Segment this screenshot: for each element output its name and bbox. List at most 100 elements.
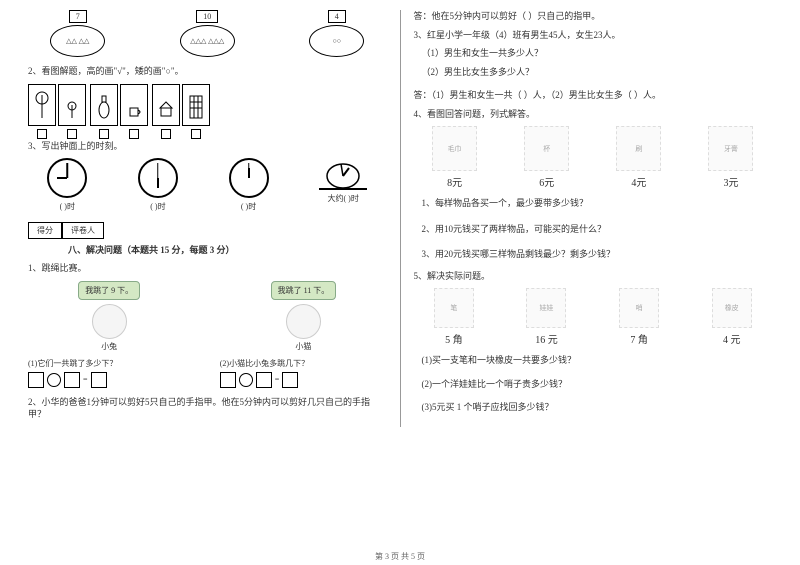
check-box[interactable] (129, 129, 139, 139)
eq1-label: (1)它们一共跳了多少下？ (28, 358, 195, 369)
score-cell: 得分 (28, 222, 62, 239)
clock-label: ( )时 (150, 202, 165, 211)
jump-scene: 我跳了 9 下。 小兔 我跳了 11 下。 小猫 (28, 281, 387, 352)
oval: △△ △△ (50, 25, 105, 57)
score-table: 得分 评卷人 (28, 222, 387, 239)
shape-group: 10 △△△ △△△ (180, 10, 235, 57)
good-whistle: 哨 7 角 (619, 288, 659, 346)
num-box: 10 (196, 10, 218, 23)
rabbit-char: 我跳了 9 下。 小兔 (78, 281, 140, 352)
q3-text: 3、红星小学一年级（4）班有男生45人，女生23人。 (414, 29, 773, 42)
q3-1: （1）男生和女生一共多少人？ (422, 47, 773, 61)
section-title: 八、解决问题（本题共 15 分，每题 3 分） (68, 243, 387, 256)
toothpaste-icon: 牙膏 (708, 126, 753, 171)
shape-group: 7 △△ △△ (50, 10, 105, 57)
item-house (152, 84, 180, 126)
eq-box[interactable] (28, 372, 44, 388)
page-footer: 第 3 页 共 5 页 (0, 551, 800, 562)
check-box[interactable] (37, 129, 47, 139)
toothbrush-icon: 刷 (616, 126, 661, 171)
check-box[interactable] (161, 129, 171, 139)
item-tree (28, 84, 56, 126)
check-box[interactable] (67, 129, 77, 139)
rabbit-bubble: 我跳了 9 下。 (78, 281, 140, 300)
price: 8元 (447, 178, 462, 189)
answer-line: 答：他在5分钟内可以剪好（ ）只自己的指甲。 (414, 10, 773, 23)
equation-row: (1)它们一共跳了多少下？ = (2)小猫比小兔多跳几下？ = (28, 358, 387, 388)
rabbit-icon (92, 304, 127, 339)
cat-bubble: 我跳了 11 下。 (271, 281, 337, 300)
eq2-label: (2)小猫比小兔多跳几下？ (220, 358, 387, 369)
eq-box[interactable] (220, 372, 236, 388)
q3-text: 3、写出钟面上的时刻。 (28, 140, 387, 153)
cat-icon (286, 304, 321, 339)
equation: = (28, 372, 195, 388)
price: 4元 (631, 178, 646, 189)
cat-name: 小猫 (295, 342, 311, 351)
clocks-row: ( )时 ( )时 ( )时 大约( )时 (28, 158, 387, 212)
clock-label: 大约( )时 (328, 194, 359, 203)
clock-item: ( )时 (229, 158, 269, 212)
height-compare-row (28, 84, 387, 126)
towel-icon: 毛巾 (432, 126, 477, 171)
q-nail: 2、小华的爸爸1分钟可以剪好5只自己的手指甲。他在5分钟内可以剪好几只自己的手指… (28, 396, 387, 421)
good-pen: 笔 5 角 (434, 288, 474, 346)
q5-1: (1)买一支笔和一块橡皮一共要多少钱？ (422, 354, 773, 368)
clock-item: 大约( )时 (319, 158, 367, 212)
pen-icon: 笔 (434, 288, 474, 328)
price: 4 元 (723, 335, 741, 346)
whistle-icon: 哨 (619, 288, 659, 328)
good-doll: 娃娃 16 元 (526, 288, 566, 346)
q4-3: 3、用20元钱买哪三样物品剩钱最少？剩多少钱？ (422, 248, 773, 262)
oval: ○○ (309, 25, 364, 57)
goods-row-2: 笔 5 角 娃娃 16 元 哨 7 角 橡皮4 元 (414, 288, 773, 346)
item-cup (120, 84, 148, 126)
q4-1: 1、每样物品各买一个，最少要带多少钱？ (422, 197, 773, 211)
good-cup: 杯 6元 (524, 126, 569, 189)
price: 16 元 (535, 335, 558, 346)
price: 7 角 (630, 335, 648, 346)
column-divider (400, 10, 401, 427)
equation: = (220, 372, 387, 388)
good-paste: 牙膏 3元 (708, 126, 753, 189)
q4-text: 4、看图回答问题，列式解答。 (414, 108, 773, 121)
check-box[interactable] (99, 129, 109, 139)
clock-label: ( )时 (60, 202, 75, 211)
cup-icon: 杯 (524, 126, 569, 171)
price: 3元 (723, 178, 738, 189)
eq-op[interactable] (47, 373, 61, 387)
eq-box[interactable] (64, 372, 80, 388)
score-cell: 评卷人 (62, 222, 104, 239)
good-brush: 刷 4元 (616, 126, 661, 189)
rabbit-name: 小兔 (101, 342, 117, 351)
q3-2: （2）男生比女生多多少人？ (422, 66, 773, 80)
item-building (182, 84, 210, 126)
shapes-row: 7 △△ △△ 10 △△△ △△△ 4 ○○ (28, 10, 387, 57)
oval: △△△ △△△ (180, 25, 235, 57)
q2-text: 2、看图解题，高的画"√"，矮的画"○"。 (28, 65, 387, 78)
check-box[interactable] (191, 129, 201, 139)
price: 5 角 (445, 335, 463, 346)
clock-item: ( )时 (138, 158, 178, 212)
clock-label: ( )时 (241, 202, 256, 211)
goods-row: 毛巾 8元 杯 6元 刷 4元 牙膏 3元 (414, 126, 773, 189)
clock-item: ( )时 (47, 158, 87, 212)
item-bottle (90, 84, 118, 126)
num-box: 7 (69, 10, 87, 23)
item-tree-small (58, 84, 86, 126)
eq-box[interactable] (282, 372, 298, 388)
q3-answer: 答：（1）男生和女生一共（ ）人，（2）男生比女生多（ ）人。 (414, 89, 773, 102)
doll-icon: 娃娃 (526, 288, 566, 328)
eq-box[interactable] (256, 372, 272, 388)
cat-char: 我跳了 11 下。 小猫 (271, 281, 337, 352)
good-eraser: 橡皮4 元 (712, 288, 752, 346)
q5-text: 5、解决实际问题。 (414, 270, 773, 283)
q4-2: 2、用10元钱买了两样物品，可能买的是什么？ (422, 223, 773, 237)
eq-box[interactable] (91, 372, 107, 388)
eq-op[interactable] (239, 373, 253, 387)
q5-2: (2)一个洋娃娃比一个哨子贵多少钱？ (422, 378, 773, 392)
good-towel: 毛巾 8元 (432, 126, 477, 189)
price: 6元 (539, 178, 554, 189)
q5-3: (3)5元买 1 个哨子应找回多少钱？ (422, 401, 773, 415)
shape-group: 4 ○○ (309, 10, 364, 57)
